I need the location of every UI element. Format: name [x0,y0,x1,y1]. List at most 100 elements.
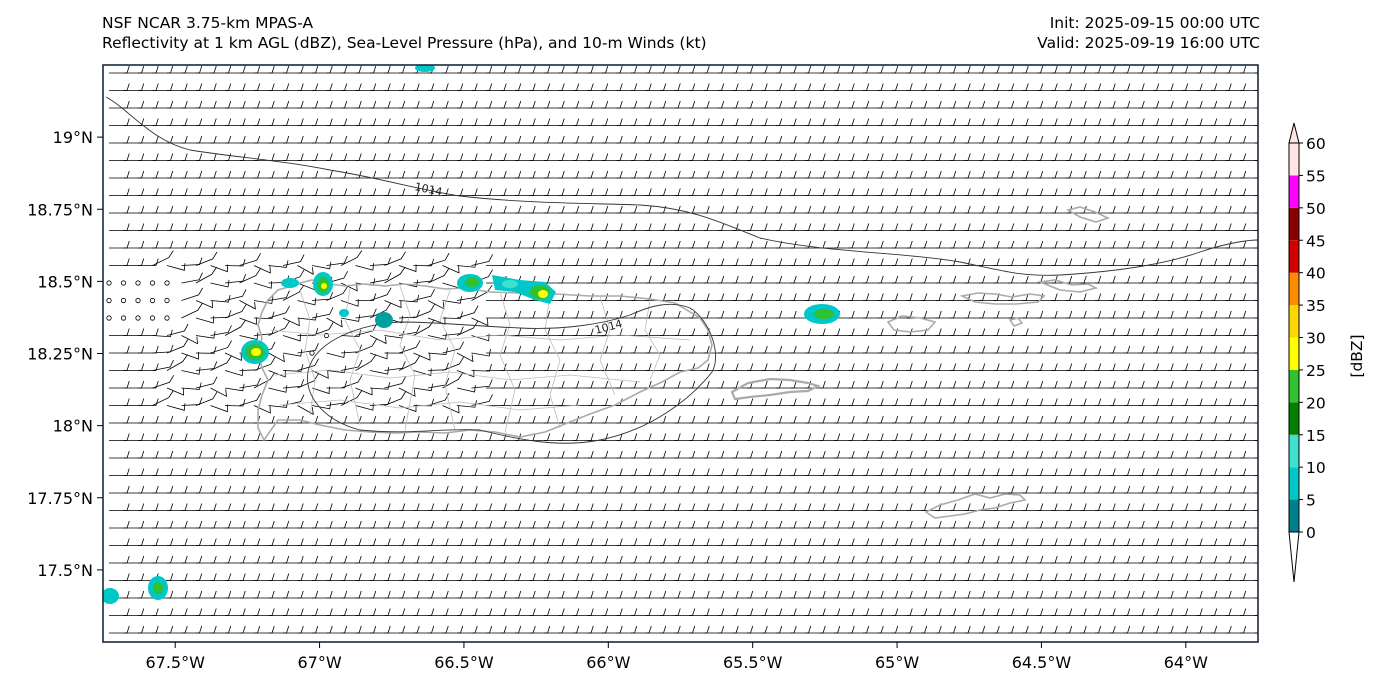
wind-barb-calm [164,280,170,286]
wind-barb [210,355,232,371]
wind-barb-calm [120,315,127,321]
puerto-rico-coast [257,279,713,442]
wind-barb [253,372,276,389]
wind-barb [369,367,390,375]
wind-barb [297,358,319,371]
wind-barb [340,390,363,406]
wind-barb [1240,369,1258,371]
echo-cell [313,272,333,296]
wind-barb [326,395,348,406]
wind-barb [210,294,231,303]
wind-barb [195,376,218,389]
wind-barb [1240,141,1258,144]
colorbar-tick-label: 5 [1306,492,1316,510]
lon-tick-label: 66°W [586,653,630,672]
wind-barb [471,348,491,357]
wind-barb [195,300,213,309]
wind-barb [413,352,431,361]
wind-barb [442,372,464,389]
wind-barb-calm [149,297,156,304]
colorbar-tick-label: 55 [1306,167,1326,185]
wind-barb [456,400,477,408]
fields-subtitle: Reflectivity at 1 km AGL (dBZ), Sea-Leve… [102,34,707,52]
lat-tick-label: 18°N [53,417,93,436]
echo-cell [804,304,840,324]
wind-barb [471,317,489,327]
wind-barb-calm [149,315,156,321]
wind-barb-calm [106,280,112,286]
wind-barb [224,398,246,407]
wind-barb [384,346,406,354]
echo-cell [241,340,269,364]
colorbar-tick-label: 40 [1306,265,1326,283]
wind-barb [181,367,201,375]
wind-barb [413,368,432,376]
wind-barb [253,265,271,274]
wind-barb [1240,386,1258,389]
wind-barb [326,365,347,374]
wind-barb [413,398,435,407]
wind-barb [268,305,290,319]
lat-tick-label: 17.75°N [27,489,93,508]
wind-barb [1240,421,1258,424]
wind-barb [1240,124,1258,126]
wind-barb [138,363,159,371]
wind-barb [239,393,261,406]
wind-barb [224,304,247,319]
wind-barb-calm [309,350,315,356]
colorbar-min-extension [1288,531,1300,583]
wind-barb [355,387,373,396]
wind-barb [253,281,273,289]
wind-barb [1240,194,1258,196]
wind-barb [152,390,174,406]
anegada-coast [1065,206,1111,223]
valid-time: Valid: 2025-09-19 16:00 UTC [1037,34,1260,52]
wind-barb [427,268,450,284]
colorbar-tick-label: 25 [1306,362,1326,380]
wind-barb [326,317,343,328]
wind-barb [456,352,474,363]
wind-barb [195,315,215,324]
coastline-layer [257,206,1111,519]
wind-barb [326,286,348,301]
wind-barb [442,296,462,304]
wind-barb [340,314,361,322]
wind-barb-calm [149,280,156,286]
reflectivity-colorbar: 0 5 10 15 20 25 30 35 40 45 50 55 60 [1288,122,1326,583]
wind-barb [1240,456,1258,459]
wind-barb [427,392,450,406]
wind-barb [297,373,319,389]
wind-barb [311,386,330,395]
wind-barb-calm [120,280,127,286]
colorbar-segment [1289,305,1299,338]
wind-barb [224,289,247,301]
wind-barb [239,268,261,284]
colorbar-segment [1289,369,1299,403]
colorbar-tick-label: 15 [1306,427,1326,445]
wind-barb-calm [106,315,112,321]
wind-barb-calm [164,315,170,321]
wind-barb [253,356,276,371]
wind-barb [152,359,174,371]
wind-barb [181,272,203,284]
wind-barb [138,398,159,406]
colorbar-segment [1289,272,1299,306]
wind-barb [384,300,402,309]
wind-barb [239,253,261,266]
wind-barb [166,387,184,396]
wind-barb [340,359,363,371]
wind-barb [456,260,477,268]
wind-barb [326,255,348,266]
wind-barb [355,293,377,301]
wind-barb [413,288,435,301]
wind-barb [413,258,435,267]
colorbar-tick-label: 50 [1306,200,1326,218]
wind-barb [268,320,290,336]
lon-tick-label: 65°W [875,653,919,672]
wind-barb [1240,334,1258,336]
echo-cell [492,275,556,304]
echo-cell [415,65,435,72]
colorbar-segment [1289,337,1299,370]
lat-tick-label: 17.5°N [37,561,93,580]
wind-barb [398,340,421,354]
